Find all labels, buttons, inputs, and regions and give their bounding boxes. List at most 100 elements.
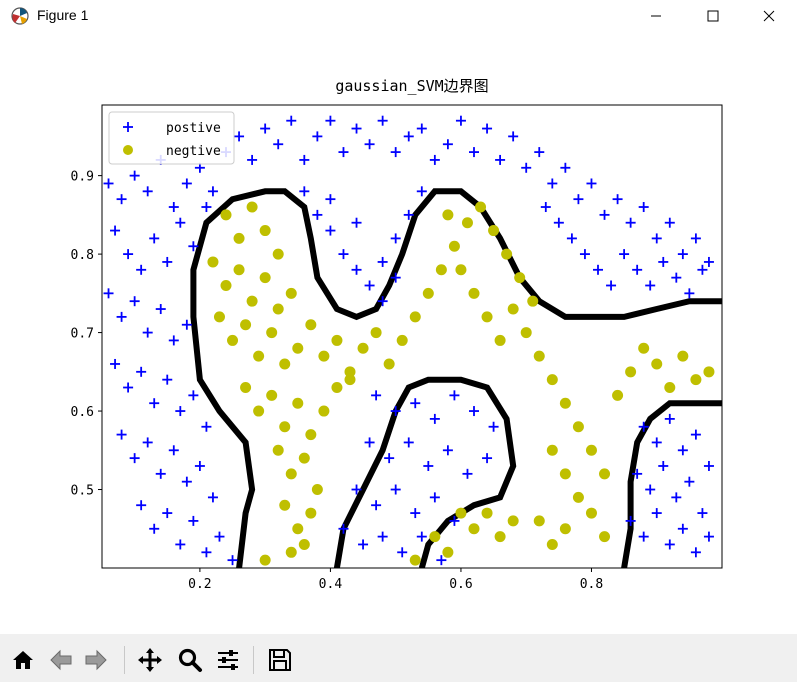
point-positive [645,484,656,495]
point-negative [285,546,297,558]
save-button[interactable] [264,644,296,676]
point-positive [162,256,173,267]
point-positive [703,256,714,267]
minimize-button[interactable] [633,0,679,32]
point-positive [247,154,258,165]
point-positive [469,406,479,417]
point-positive [194,460,205,471]
point-negative [292,397,304,409]
point-negative [533,350,545,362]
point-negative [298,538,310,550]
point-positive [390,147,401,158]
point-positive [410,508,421,519]
close-button[interactable] [746,0,792,32]
figure-canvas[interactable]: 0.2 0.4 0.6 0.8 0.5 0.6 0.7 0.8 0.9 gaussian_SVM… [0,32,797,634]
ticks-layer: 0.2 0.4 0.6 0.8 0.5 0.6 0.7 0.8 0.9 [71,170,604,592]
point-positive [410,398,421,409]
point-positive [181,319,192,330]
back-arrow-icon [50,649,72,671]
point-positive [325,225,336,236]
home-button[interactable] [7,644,39,676]
point-positive [116,194,127,205]
point-negative [213,311,225,323]
point-positive [325,115,336,126]
point-positive [625,217,636,228]
point-positive [214,531,225,542]
point-positive [429,492,440,503]
point-positive [416,123,427,134]
point-positive [606,280,617,291]
point-negative [240,382,252,394]
point-positive [116,311,127,322]
point-negative [572,491,584,503]
configure-subplots-button[interactable] [212,644,244,676]
point-negative [344,366,356,378]
point-negative [259,225,271,237]
point-positive [338,147,349,158]
back-button[interactable] [45,644,77,676]
point-negative [422,287,434,299]
svm-chart: 0.2 0.4 0.6 0.8 0.5 0.6 0.7 0.8 0.9 gaussian_SVM… [71,77,723,592]
point-positive [351,264,362,275]
toolbar-separator [124,646,125,674]
point-negative [429,531,441,543]
point-negative [546,538,558,550]
x-tick-label: 0.8 [580,577,603,592]
point-negative [227,334,239,346]
point-negative [448,240,460,252]
zoom-button[interactable] [174,644,206,676]
pan-button[interactable] [134,644,166,676]
point-positive [162,508,173,519]
window-titlebar: Figure 1 [0,0,797,32]
point-negative [370,327,382,339]
point-negative [240,319,252,331]
point-negative [585,444,597,456]
point-positive [168,202,179,213]
point-positive [684,476,695,487]
point-positive [142,186,153,197]
point-positive [508,131,519,142]
point-positive [469,147,479,158]
point-positive [677,249,688,260]
point-positive [671,272,682,283]
point-positive [175,217,186,228]
point-negative [435,264,447,276]
forward-button[interactable] [80,644,112,676]
legend-marker-postive [123,122,133,132]
point-positive [658,256,669,267]
point-positive [390,272,401,283]
point-positive [521,162,532,173]
point-positive [364,139,375,150]
point-positive [651,508,662,519]
point-negative [494,334,506,346]
point-positive [429,413,440,424]
point-negative [520,327,532,339]
point-negative [481,507,493,519]
save-icon [269,649,291,671]
point-negative [318,350,330,362]
y-tick-label: 0.7 [71,327,94,342]
decision-boundary-2 [621,400,722,568]
point-positive [201,202,212,213]
maximize-button[interactable] [690,0,736,32]
point-positive [482,123,493,134]
point-negative [409,311,421,323]
point-positive [351,123,362,134]
point-positive [286,115,297,126]
point-negative [292,523,304,535]
point-positive [638,421,649,432]
point-positive [560,162,571,173]
point-positive [201,547,212,558]
point-positive [338,249,349,260]
point-positive [553,217,564,228]
point-negative [279,421,291,433]
point-negative [599,468,611,480]
point-negative [481,311,493,323]
legend-marker-negtive [123,145,133,155]
axes-frame [101,104,723,569]
point-positive [429,154,440,165]
point-positive [384,453,395,464]
point-negative [546,374,558,386]
point-positive [684,288,695,299]
point-positive [175,539,186,550]
